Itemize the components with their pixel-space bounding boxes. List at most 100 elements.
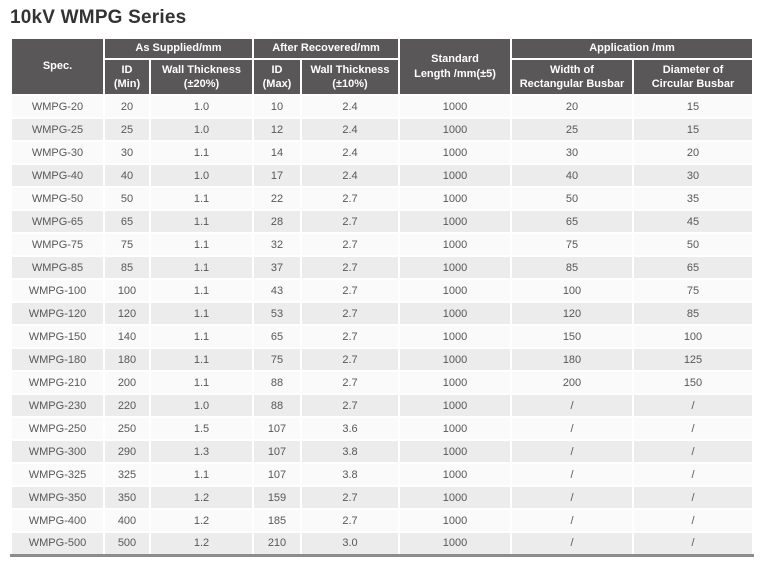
wall-thickness-10-cell: 2.7 bbox=[300, 209, 400, 234]
wall-thickness-20-cell: 1.5 bbox=[149, 416, 254, 441]
col-header-standard-length: Standard Length /mm(±5) bbox=[398, 37, 512, 96]
header-sub-row: ID (Min) Wall Thickness (±20%) ID (Max) … bbox=[11, 58, 754, 96]
wall-thickness-10-cell: 2.4 bbox=[300, 163, 400, 188]
dia-circ-busbar-cell: 50 bbox=[632, 232, 754, 257]
table-row: WMPG-100 100 1.1 43 2.7 1000 100 75 bbox=[10, 278, 754, 303]
standard-length-cell: 1000 bbox=[398, 140, 512, 165]
standard-length-cell: 1000 bbox=[398, 416, 512, 441]
wall-thickness-10-cell: 2.7 bbox=[300, 255, 400, 280]
dia-circ-busbar-cell: 75 bbox=[632, 278, 754, 303]
wall-thickness-20-cell: 1.1 bbox=[149, 278, 254, 303]
wall-thickness-20-cell: 1.1 bbox=[149, 370, 254, 395]
wall-thickness-20-cell: 1.1 bbox=[149, 324, 254, 349]
spec-cell: WMPG-300 bbox=[10, 439, 105, 464]
id-min-cell: 30 bbox=[103, 140, 151, 165]
standard-length-cell: 1000 bbox=[398, 531, 512, 556]
page-title: 10kV WMPG Series bbox=[10, 7, 187, 28]
dia-circ-busbar-cell: / bbox=[632, 485, 754, 510]
width-rect-busbar-cell: 75 bbox=[510, 232, 634, 257]
spec-cell: WMPG-65 bbox=[10, 209, 105, 234]
table-row: WMPG-75 75 1.1 32 2.7 1000 75 50 bbox=[10, 232, 754, 257]
standard-length-cell: 1000 bbox=[398, 301, 512, 326]
col-header-width-rect-busbar: Width of Rectangular Busbar bbox=[510, 58, 634, 96]
col-header-wall-thickness-20: Wall Thickness (±20%) bbox=[149, 58, 254, 96]
width-rect-busbar-cell: 65 bbox=[510, 209, 634, 234]
width-rect-busbar-cell: / bbox=[510, 393, 634, 418]
width-rect-busbar-cell: / bbox=[510, 485, 634, 510]
table-row: WMPG-25 25 1.0 12 2.4 1000 25 15 bbox=[10, 117, 754, 142]
dia-circ-busbar-cell: / bbox=[632, 508, 754, 533]
spec-cell: WMPG-500 bbox=[10, 531, 105, 556]
standard-length-cell: 1000 bbox=[398, 94, 512, 119]
dia-circ-busbar-cell: 150 bbox=[632, 370, 754, 395]
spec-cell: WMPG-40 bbox=[10, 163, 105, 188]
table-row: WMPG-400 400 1.2 185 2.7 1000 / / bbox=[10, 508, 754, 533]
spec-cell: WMPG-250 bbox=[10, 416, 105, 441]
wall-thickness-20-cell: 1.1 bbox=[149, 301, 254, 326]
id-max-cell: 17 bbox=[252, 163, 302, 188]
col-header-dia-circ-busbar: Diameter of Circular Busbar bbox=[632, 58, 754, 96]
spec-table: Spec. As Supplied/mm After Recovered/mm … bbox=[10, 37, 754, 557]
standard-length-cell: 1000 bbox=[398, 186, 512, 211]
col-header-application: Application /mm bbox=[510, 37, 754, 60]
spec-cell: WMPG-400 bbox=[10, 508, 105, 533]
id-max-cell: 107 bbox=[252, 416, 302, 441]
spec-cell: WMPG-150 bbox=[10, 324, 105, 349]
standard-length-cell: 1000 bbox=[398, 324, 512, 349]
id-max-cell: 88 bbox=[252, 370, 302, 395]
wall-thickness-20-cell: 1.1 bbox=[149, 232, 254, 257]
wall-thickness-10-cell: 2.7 bbox=[300, 278, 400, 303]
wall-thickness-10-cell: 2.7 bbox=[300, 485, 400, 510]
width-rect-busbar-cell: 200 bbox=[510, 370, 634, 395]
id-max-cell: 107 bbox=[252, 439, 302, 464]
wall-thickness-10-cell: 2.7 bbox=[300, 301, 400, 326]
table-body: WMPG-20 20 1.0 10 2.4 1000 20 15 WMPG-25… bbox=[10, 94, 754, 556]
standard-length-cell: 1000 bbox=[398, 278, 512, 303]
id-max-cell: 32 bbox=[252, 232, 302, 257]
standard-length-cell: 1000 bbox=[398, 439, 512, 464]
dia-circ-busbar-cell: 20 bbox=[632, 140, 754, 165]
dia-circ-busbar-cell: 30 bbox=[632, 163, 754, 188]
wall-thickness-20-cell: 1.1 bbox=[149, 462, 254, 487]
table-row: WMPG-325 325 1.1 107 3.8 1000 / / bbox=[10, 462, 754, 487]
standard-length-cell: 1000 bbox=[398, 370, 512, 395]
standard-length-cell: 1000 bbox=[398, 347, 512, 372]
width-rect-busbar-cell: 20 bbox=[510, 94, 634, 119]
wall-thickness-20-cell: 1.0 bbox=[149, 94, 254, 119]
width-rect-busbar-cell: 180 bbox=[510, 347, 634, 372]
width-rect-busbar-cell: 30 bbox=[510, 140, 634, 165]
width-rect-busbar-cell: / bbox=[510, 508, 634, 533]
spec-cell: WMPG-325 bbox=[10, 462, 105, 487]
width-rect-busbar-cell: / bbox=[510, 416, 634, 441]
table-row: WMPG-300 290 1.3 107 3.8 1000 / / bbox=[10, 439, 754, 464]
dia-circ-busbar-cell: / bbox=[632, 439, 754, 464]
standard-length-cell: 1000 bbox=[398, 117, 512, 142]
dia-circ-busbar-cell: / bbox=[632, 393, 754, 418]
id-min-cell: 100 bbox=[103, 278, 151, 303]
id-min-cell: 200 bbox=[103, 370, 151, 395]
table-header: Spec. As Supplied/mm After Recovered/mm … bbox=[10, 37, 754, 96]
wall-thickness-10-cell: 2.4 bbox=[300, 94, 400, 119]
dia-circ-busbar-cell: 45 bbox=[632, 209, 754, 234]
wall-thickness-20-cell: 1.0 bbox=[149, 163, 254, 188]
wall-thickness-10-cell: 2.7 bbox=[300, 393, 400, 418]
header-group-row: Spec. As Supplied/mm After Recovered/mm … bbox=[10, 37, 754, 96]
table-row: WMPG-180 180 1.1 75 2.7 1000 180 125 bbox=[10, 347, 754, 372]
id-max-cell: 75 bbox=[252, 347, 302, 372]
table-row: WMPG-50 50 1.1 22 2.7 1000 50 35 bbox=[10, 186, 754, 211]
id-max-cell: 22 bbox=[252, 186, 302, 211]
col-header-wall-thickness-10: Wall Thickness (±10%) bbox=[300, 58, 400, 96]
standard-length-cell: 1000 bbox=[398, 163, 512, 188]
spec-cell: WMPG-85 bbox=[10, 255, 105, 280]
width-rect-busbar-cell: / bbox=[510, 531, 634, 556]
id-max-cell: 43 bbox=[252, 278, 302, 303]
wall-thickness-20-cell: 1.1 bbox=[149, 186, 254, 211]
width-rect-busbar-cell: 100 bbox=[510, 278, 634, 303]
width-rect-busbar-cell: 150 bbox=[510, 324, 634, 349]
col-header-id-max: ID (Max) bbox=[252, 58, 302, 96]
spec-cell: WMPG-230 bbox=[10, 393, 105, 418]
spec-cell: WMPG-350 bbox=[10, 485, 105, 510]
width-rect-busbar-cell: / bbox=[510, 462, 634, 487]
wall-thickness-20-cell: 1.2 bbox=[149, 485, 254, 510]
id-min-cell: 120 bbox=[103, 301, 151, 326]
